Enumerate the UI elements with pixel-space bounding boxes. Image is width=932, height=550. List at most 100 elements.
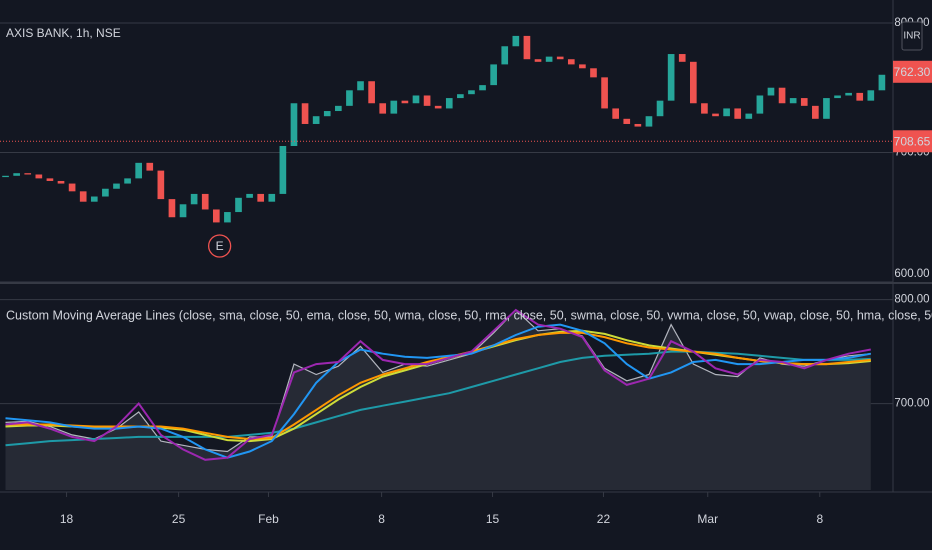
- candle-body: [279, 146, 287, 194]
- candle-body: [590, 68, 597, 78]
- line: [5, 331, 871, 441]
- candle-body: [645, 116, 653, 127]
- candle-body: [623, 118, 631, 124]
- earnings-label: E: [216, 239, 224, 253]
- candle-body: [734, 108, 742, 119]
- x-tick-label: 22: [597, 512, 611, 526]
- candle-body: [90, 196, 98, 202]
- line: [5, 350, 871, 447]
- candle-body: [257, 193, 265, 202]
- candle-body: [457, 94, 464, 99]
- candle-body: [246, 193, 253, 198]
- candle-body: [745, 113, 753, 119]
- candle-body: [689, 61, 697, 104]
- candle-body: [135, 162, 142, 179]
- price-badge: [893, 60, 932, 83]
- candle-body: [335, 105, 342, 112]
- candle-body: [201, 193, 209, 210]
- candle-body: [445, 98, 453, 109]
- candle-body: [812, 105, 819, 119]
- x-tick-label: Feb: [258, 512, 279, 526]
- earnings-marker: [207, 234, 232, 258]
- candle-body: [479, 85, 486, 91]
- candle-body: [434, 105, 442, 109]
- candle-body: [534, 59, 542, 62]
- candle-body: [24, 173, 32, 175]
- candle-body: [878, 74, 886, 91]
- candle-body: [168, 199, 176, 218]
- x-tick-label: 8: [378, 512, 385, 526]
- candle-body: [867, 90, 875, 101]
- candle-body: [778, 87, 786, 104]
- candle-body: [767, 87, 775, 96]
- currency-box: [901, 21, 923, 51]
- candle-body: [190, 193, 198, 205]
- x-tick-label: 8: [816, 512, 823, 526]
- x-tick-label: 25: [172, 512, 186, 526]
- candle-body: [845, 92, 852, 96]
- x-tick-label: 15: [486, 512, 500, 526]
- area: [5, 310, 871, 490]
- candle-body: [490, 64, 497, 86]
- candle-body: [601, 77, 608, 109]
- candle-body: [179, 204, 187, 218]
- candle-body: [35, 174, 43, 179]
- candle-body: [368, 81, 375, 104]
- candle-body: [712, 113, 719, 117]
- candle-body: [46, 178, 54, 181]
- candle-body: [113, 183, 120, 189]
- candle-body: [579, 64, 586, 69]
- candle-body: [756, 95, 764, 114]
- candle-body: [523, 35, 531, 60]
- candle-body: [667, 54, 675, 101]
- candle-body: [79, 191, 87, 202]
- candle-body: [401, 100, 409, 104]
- currency: INR: [903, 31, 920, 42]
- candle-body: [290, 103, 298, 146]
- candle-body: [13, 173, 20, 176]
- price-badge-label: 762.30: [894, 65, 931, 79]
- candle-body: [612, 108, 619, 119]
- y-tick-label: 600.00: [894, 268, 929, 280]
- indicator-title: Custom Moving Average Lines (close, sma,…: [6, 308, 932, 322]
- candle-body: [212, 209, 220, 223]
- candle-body: [545, 56, 553, 62]
- candle-body: [224, 212, 231, 223]
- candle-body: [390, 100, 398, 114]
- candle-body: [789, 98, 797, 104]
- y-tick-label: 700.00: [894, 398, 929, 410]
- candle-body: [379, 103, 387, 114]
- candle-body: [423, 95, 431, 106]
- candle-body: [823, 98, 830, 119]
- candle-body: [512, 35, 520, 47]
- candle-body: [701, 103, 708, 114]
- candle-body: [312, 116, 320, 124]
- candle-body: [68, 183, 76, 192]
- chart-title: AXIS BANK, 1h, NSE: [6, 26, 121, 40]
- candle-body: [800, 98, 808, 106]
- candle-body: [412, 95, 420, 104]
- candle-body: [723, 108, 730, 117]
- candle-body: [357, 81, 364, 91]
- candle-body: [834, 95, 841, 99]
- candle-body: [301, 103, 309, 124]
- candle-body: [468, 90, 475, 95]
- line: [5, 308, 871, 461]
- candle-body: [678, 54, 686, 62]
- candle-body: [323, 111, 331, 117]
- x-tick-label: Mar: [697, 512, 718, 526]
- plot: 800.00700.00600.00E762.30708.65INR800.00…: [0, 0, 932, 526]
- candle-body: [556, 56, 564, 60]
- candle-body: [501, 46, 509, 65]
- y-tick-label: 800.00: [894, 294, 929, 306]
- candle-body: [157, 170, 165, 200]
- candle-body: [235, 197, 242, 213]
- candle-body: [268, 193, 276, 202]
- candle-body: [102, 188, 109, 197]
- price-badge-label: 708.65: [894, 134, 931, 148]
- candle-body: [57, 180, 65, 184]
- price-badge: [893, 130, 932, 153]
- candle-body: [856, 92, 864, 101]
